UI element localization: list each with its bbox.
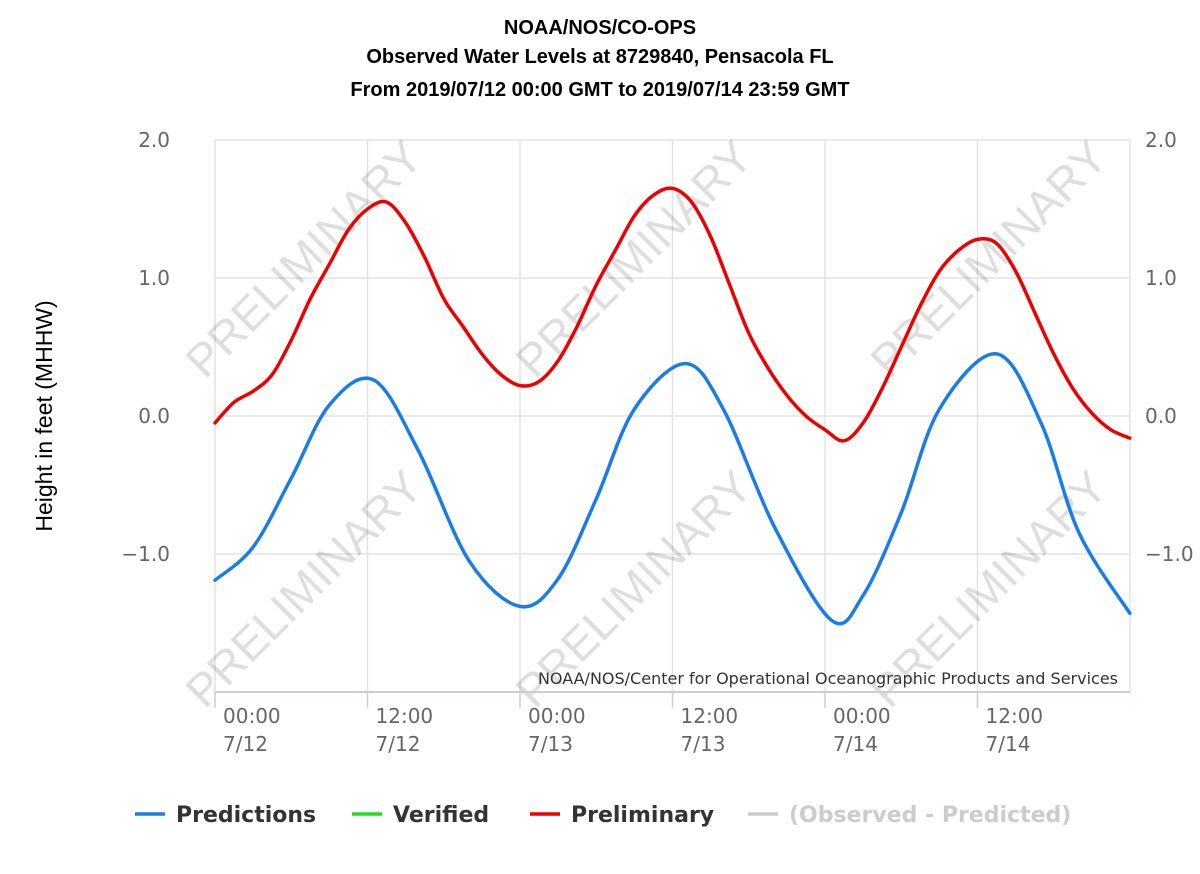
chart-title-line-2: Observed Water Levels at 8729840, Pensac… <box>366 46 833 68</box>
y-tick-label-right: 2.0 <box>1145 128 1177 152</box>
x-tick-time-label: 12:00 <box>376 704 434 728</box>
horizontal-gridlines <box>215 139 1130 555</box>
series-line-preliminary <box>213 186 1132 443</box>
x-tick-date-label: 7/13 <box>528 732 573 756</box>
y-tick-label-left: 2.0 <box>138 128 170 152</box>
watermark-text: PRELIMINARY <box>175 130 432 387</box>
x-tick-date-label: 7/12 <box>223 732 268 756</box>
watermark-text: PRELIMINARY <box>175 460 432 717</box>
credit-text: NOAA/NOS/Center for Operational Oceanogr… <box>538 669 1118 688</box>
x-tick-date-label: 7/14 <box>833 732 878 756</box>
y-tick-label-right: 0.0 <box>1145 404 1177 428</box>
chart-title-line-1: NOAA/NOS/CO-OPS <box>504 17 696 39</box>
legend-item-label: Predictions <box>176 803 316 828</box>
watermark-text: PRELIMINARY <box>505 130 762 387</box>
y-axis-label: Height in feet (MHHW) <box>31 300 57 531</box>
y-tick-label-right: 1.0 <box>1145 266 1177 290</box>
y-axis-left-ticks: 2.0 1.0 0.0 −1.0 <box>121 128 170 566</box>
y-tick-label-right: −1.0 <box>1145 542 1194 566</box>
legend-item-label: (Observed - Predicted) <box>789 803 1071 828</box>
x-tick-time-label: 00:00 <box>833 704 891 728</box>
y-tick-label-left: 1.0 <box>138 266 170 290</box>
x-axis-ticks: 00:00 7/12 12:00 7/12 00:00 7/13 12:00 7/13 00:0… <box>214 692 1044 756</box>
legend-item-label: Verified <box>393 803 489 828</box>
y-tick-label-left: 0.0 <box>138 404 170 428</box>
chart-title: NOAA/NOS/CO-OPS Observed Water Levels at… <box>350 17 849 101</box>
x-tick-date-label: 7/13 <box>681 732 726 756</box>
series-lines <box>213 186 1132 626</box>
y-tick-label-left: −1.0 <box>121 542 170 566</box>
x-tick-time-label: 00:00 <box>223 704 281 728</box>
x-tick-time-label: 12:00 <box>681 704 739 728</box>
legend: Predictions Verified Preliminary (Observed … <box>135 803 1071 828</box>
chart-title-line-3: From 2019/07/12 00:00 GMT to 2019/07/14 … <box>350 79 849 101</box>
x-tick-time-label: 00:00 <box>528 704 586 728</box>
x-tick-date-label: 7/12 <box>376 732 421 756</box>
x-tick-date-label: 7/14 <box>986 732 1031 756</box>
x-tick-time-label: 12:00 <box>986 704 1044 728</box>
legend-item-label: Preliminary <box>571 803 714 828</box>
y-axis-right-ticks: 2.0 1.0 0.0 −1.0 <box>1145 128 1194 566</box>
series-line-predictions <box>213 352 1132 626</box>
